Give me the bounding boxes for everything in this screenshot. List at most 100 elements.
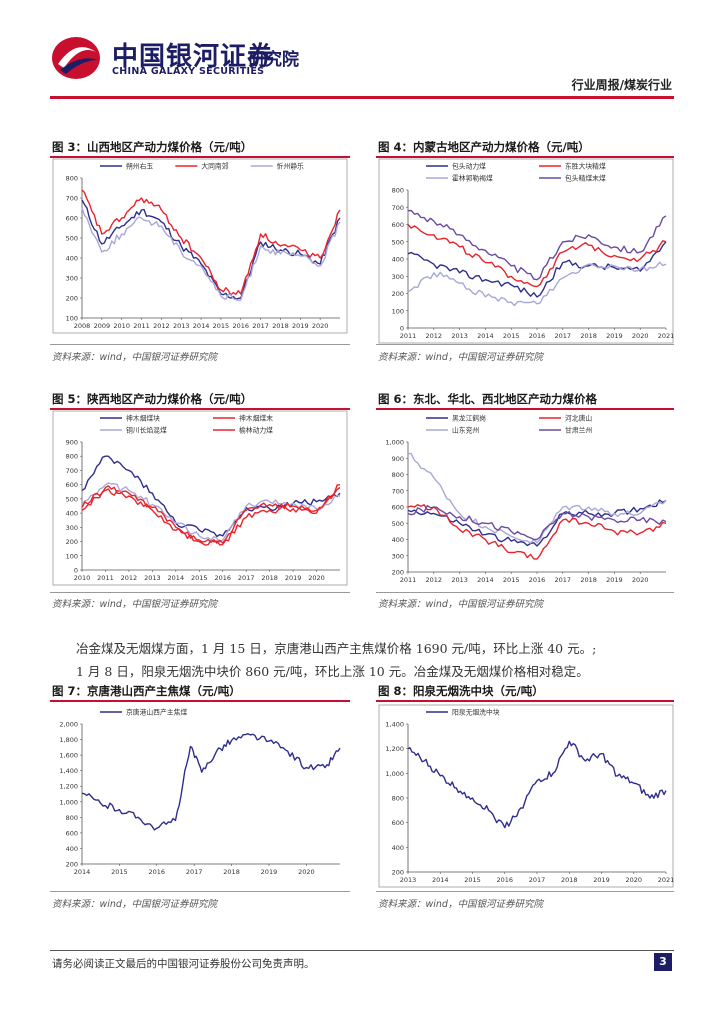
fig7-xtick-label: 2014 xyxy=(74,868,91,876)
fig8-legend-label: 阳泉无烟洗中块 xyxy=(452,708,500,717)
institute-label: 研究院 xyxy=(248,50,299,70)
fig3-ytick-label: 200 xyxy=(66,295,78,303)
fig7-source-rule xyxy=(50,891,350,892)
fig3-xtick-label: 2014 xyxy=(193,322,210,330)
fig6-ytick-label: 1,000 xyxy=(385,439,404,447)
fig5-xtick-label: 2014 xyxy=(168,574,185,582)
fig3-xtick-label: 2008 xyxy=(74,322,91,330)
fig6-xtick-label: 2017 xyxy=(555,576,572,584)
fig3-xtick-label: 2011 xyxy=(133,322,150,330)
fig3-source-rule xyxy=(50,344,350,345)
fig6-ytick-label: 300 xyxy=(392,552,404,560)
fig3-xtick-label: 2020 xyxy=(312,322,329,330)
fig6-series-line xyxy=(407,452,667,544)
fig3-xtick-label: 2010 xyxy=(113,322,130,330)
fig8-xtick-label: 2020 xyxy=(625,876,642,884)
fig5-series-line xyxy=(81,485,341,544)
fig6-series-line xyxy=(407,504,667,541)
fig5-ytick-label: 500 xyxy=(66,495,78,503)
fig4-series-line xyxy=(407,224,667,288)
fig5-ytick-label: 0 xyxy=(74,567,78,575)
fig6-xtick-label: 2011 xyxy=(400,576,417,584)
fig7-title: 图 7：京唐港山西产主焦煤（元/吨） xyxy=(52,684,241,698)
fig3-source: 资料来源：wind，中国银河证券研究院 xyxy=(52,352,217,363)
fig5-ytick-label: 600 xyxy=(66,481,78,489)
fig3-series-line xyxy=(81,199,341,300)
fig6-series-line xyxy=(407,499,667,547)
fig7-xtick-label: 2016 xyxy=(149,868,166,876)
fig6-xtick-label: 2015 xyxy=(503,576,520,584)
fig8-xtick-label: 2015 xyxy=(464,876,481,884)
fig8-xtick-label: 2013 xyxy=(400,876,417,884)
fig8-ytick-label: 1,400 xyxy=(385,721,404,729)
fig4-xtick-label: 2012 xyxy=(426,332,443,340)
fig4-xtick-label: 2015 xyxy=(503,332,520,340)
fig5-ytick-label: 100 xyxy=(66,552,78,560)
fig8-title: 图 8：阳泉无烟洗中块（元/吨） xyxy=(378,684,544,698)
fig6-rule xyxy=(376,408,674,410)
fig7-ytick-label: 1,000 xyxy=(59,798,78,806)
fig4-xtick-label: 2017 xyxy=(555,332,572,340)
fig6-ytick-label: 400 xyxy=(392,536,404,544)
fig4-ytick-label: 700 xyxy=(392,204,404,212)
fig4-legend-label: 霍林郭勒褐煤 xyxy=(452,174,493,183)
fig3-ytick-label: 500 xyxy=(66,235,78,243)
fig4-ytick-label: 500 xyxy=(392,238,404,246)
fig5-ytick-label: 300 xyxy=(66,524,78,532)
fig5-xtick-label: 2018 xyxy=(261,574,278,582)
fig3-xtick-label: 2018 xyxy=(272,322,289,330)
fig4-xtick-label: 2013 xyxy=(451,332,468,340)
fig4-xtick-label: 2019 xyxy=(606,332,623,340)
footer-divider xyxy=(50,950,674,951)
fig3-ytick-label: 700 xyxy=(66,195,78,203)
header-divider xyxy=(50,96,674,99)
fig8-ytick-label: 1,000 xyxy=(385,770,404,778)
fig3-legend-label: 大同南郊 xyxy=(201,162,228,171)
fig4-source: 资料来源：wind，中国银河证券研究院 xyxy=(378,352,543,363)
fig4-ytick-label: 0 xyxy=(400,325,404,333)
fig5-legend-label: 榆林动力煤 xyxy=(239,426,273,435)
fig7-ytick-label: 400 xyxy=(66,845,78,853)
fig3-ytick-label: 300 xyxy=(66,275,78,283)
fig5-svg: 0 100 200 300 400 500 600 700 800 900 2010 2011 2012… xyxy=(52,410,348,586)
fig8-xtick-label: 2014 xyxy=(432,876,449,884)
fig4-ytick-label: 100 xyxy=(392,307,404,315)
fig6-xtick-label: 2014 xyxy=(477,576,494,584)
fig7-ytick-label: 600 xyxy=(66,829,78,837)
fig4-xtick-label: 2011 xyxy=(400,332,417,340)
galaxy-logo-icon xyxy=(52,37,100,79)
fig3-rule xyxy=(50,156,350,158)
fig3-ytick-label: 600 xyxy=(66,215,78,223)
fig6-source-rule xyxy=(376,592,674,593)
fig5-xtick-label: 2016 xyxy=(214,574,231,582)
fig6-ytick-label: 800 xyxy=(392,471,404,479)
fig7-ytick-label: 1,200 xyxy=(59,783,78,791)
fig6-xtick-label: 2016 xyxy=(529,576,546,584)
fig6-title: 图 6：东北、华北、西北地区产动力煤价格 xyxy=(378,392,598,406)
fig3-xtick-label: 2009 xyxy=(94,322,111,330)
fig4-xtick-label: 2021 xyxy=(658,332,674,340)
fig5-source: 资料来源：wind，中国银河证券研究院 xyxy=(52,599,217,610)
fig7-ytick-label: 800 xyxy=(66,814,78,822)
fig4-source-rule xyxy=(376,344,674,345)
fig7-ytick-label: 1,600 xyxy=(59,752,78,760)
fig3-svg: 100 200 300 400 500 600 700 800 2008 2009 2010 2011… xyxy=(52,158,348,334)
fig5-rule xyxy=(50,408,350,410)
fig3-legend-label: 朔州右玉 xyxy=(126,162,153,171)
fig8-xtick-label: 2019 xyxy=(593,876,610,884)
fig5-chart: 0 100 200 300 400 500 600 700 800 900 2010 2011 2012… xyxy=(52,410,348,586)
fig6-svg: 200 300 400 500 600 700 800 900 1,000 2011 2012 201… xyxy=(385,414,667,584)
fig4-ytick-label: 800 xyxy=(392,187,404,195)
page-number: 3 xyxy=(654,953,672,971)
fig7-ytick-label: 1,800 xyxy=(59,736,78,744)
fig5-xtick-label: 2011 xyxy=(97,574,114,582)
fig4-legend-label: 东胜大块精煤 xyxy=(565,162,606,171)
fig3-xtick-label: 2015 xyxy=(213,322,230,330)
fig5-frame xyxy=(52,410,348,586)
fig7-rule xyxy=(50,700,350,702)
fig8-xtick-label: 2021 xyxy=(658,876,674,884)
fig5-series-line xyxy=(81,482,341,543)
fig5-title: 图 5：陕西地区产动力煤价格（元/吨） xyxy=(52,392,253,406)
footer-disclaimer: 请务必阅读正文最后的中国银河证券股份公司免责声明。 xyxy=(52,958,315,970)
fig8-source-rule xyxy=(376,891,674,892)
